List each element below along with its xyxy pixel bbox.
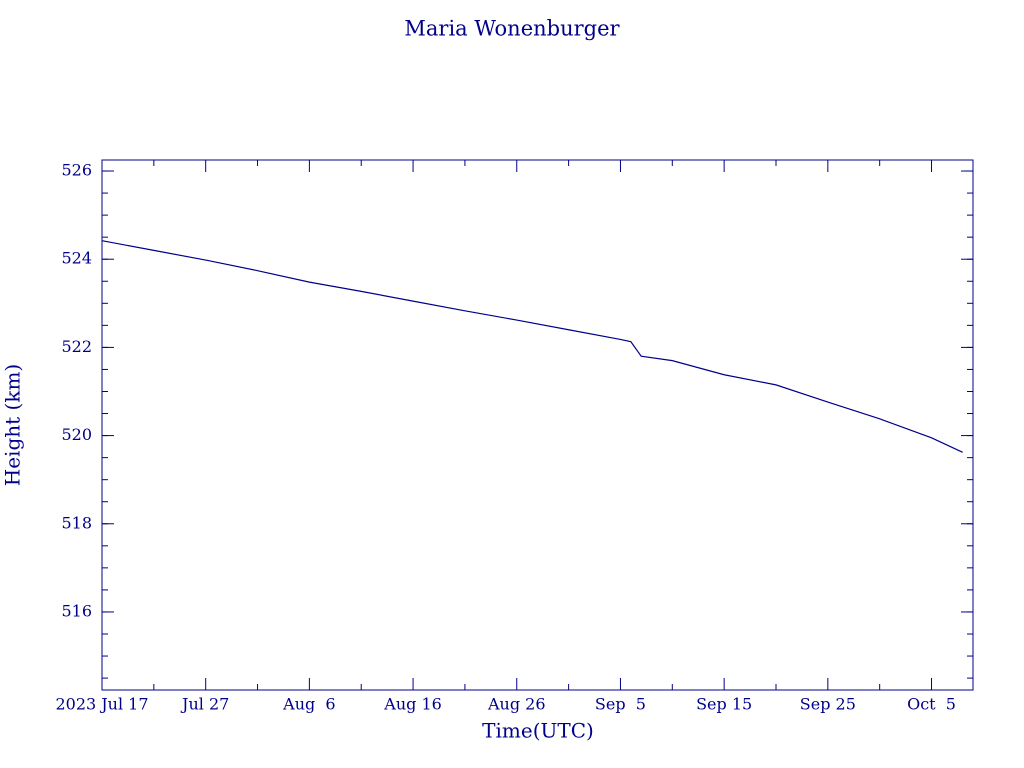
y-tick-label: 516 bbox=[61, 601, 92, 620]
y-axis-label: Height (km) bbox=[1, 364, 25, 486]
x-tick-label: Oct 5 bbox=[907, 695, 956, 714]
y-tick-label: 518 bbox=[61, 513, 92, 532]
x-axis-label: Time(UTC) bbox=[482, 719, 594, 743]
chart-title: Maria Wonenburger bbox=[404, 17, 620, 41]
x-tick-label: Aug 6 bbox=[282, 695, 335, 714]
x-tick-label: 2023 Jul 17 bbox=[55, 695, 148, 714]
y-tick-label: 520 bbox=[61, 425, 92, 444]
x-tick-label: Jul 27 bbox=[180, 695, 229, 714]
x-tick-label: Aug 16 bbox=[383, 695, 442, 714]
x-tick-label: Sep 15 bbox=[696, 695, 752, 714]
x-tick-label: Sep 25 bbox=[800, 695, 856, 714]
plot-frame bbox=[101, 159, 974, 691]
y-tick-label: 522 bbox=[61, 337, 92, 356]
x-tick-label: Sep 5 bbox=[595, 695, 646, 714]
x-tick-label: Aug 26 bbox=[487, 695, 546, 714]
y-tick-label: 526 bbox=[61, 161, 92, 180]
data-line bbox=[101, 240, 963, 453]
y-tick-label: 524 bbox=[61, 249, 92, 268]
